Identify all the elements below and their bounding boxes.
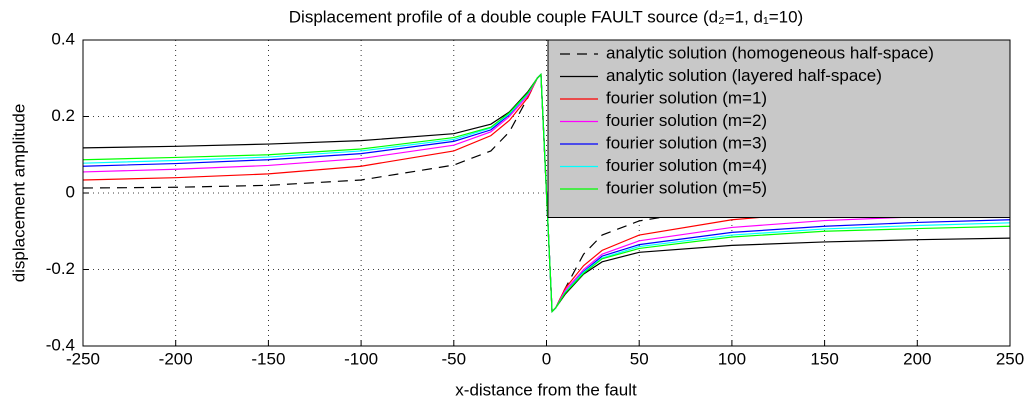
x-tick-label: -250: [66, 349, 100, 368]
x-tick-label: -50: [442, 349, 467, 368]
x-tick-label: 100: [718, 349, 746, 368]
x-tick-label: 0: [542, 349, 551, 368]
y-tick-label: -0.4: [46, 335, 75, 354]
legend-label: analytic solution (layered half-space): [606, 66, 882, 85]
legend-label: fourier solution (m=5): [606, 178, 767, 197]
series-line: [82, 73, 1011, 313]
legend-box: [547, 39, 1011, 218]
x-tick-label: -200: [159, 349, 193, 368]
y-tick-label: 0.4: [51, 29, 75, 48]
chart-title: Displacement profile of a double couple …: [289, 7, 803, 26]
legend-label: analytic solution (homogeneous half-spac…: [606, 43, 934, 62]
x-tick-label: 150: [810, 349, 838, 368]
x-tick-label: 200: [903, 349, 931, 368]
x-tick-label: -100: [344, 349, 378, 368]
legend-label: fourier solution (m=3): [606, 133, 767, 152]
x-tick-label: 50: [630, 349, 649, 368]
x-axis-label: x-distance from the fault: [455, 380, 637, 399]
y-tick-label: 0: [66, 182, 75, 201]
x-tick-label: 250: [996, 349, 1024, 368]
legend-label: fourier solution (m=2): [606, 111, 767, 130]
y-tick-label: -0.2: [46, 259, 75, 278]
legend-label: fourier solution (m=4): [606, 156, 767, 175]
legend-label: fourier solution (m=1): [606, 88, 767, 107]
y-tick-label: 0.2: [51, 106, 75, 125]
x-tick-label: -150: [251, 349, 285, 368]
y-axis-label: displacement amplitude: [9, 104, 28, 283]
